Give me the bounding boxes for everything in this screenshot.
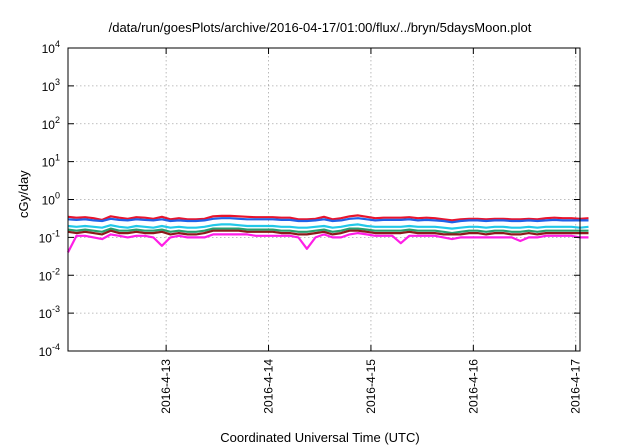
y-tick-base: 10 <box>39 307 53 321</box>
y-tick-label: 100 <box>42 191 60 208</box>
y-tick-exponent: -3 <box>52 304 60 314</box>
y-tick-base: 10 <box>39 269 53 283</box>
series-line-1 <box>67 214 589 222</box>
series-line-4 <box>67 227 589 235</box>
y-tick-exponent: 1 <box>55 153 60 163</box>
y-tick-exponent: -2 <box>52 266 60 276</box>
chart-title: /data/run/goesPlots/archive/2016-04-17/0… <box>108 20 532 35</box>
y-tick-base: 10 <box>39 345 53 359</box>
grid-lines <box>68 48 580 351</box>
series-line-2 <box>67 217 589 224</box>
y-tick-base: 10 <box>42 194 56 208</box>
y-tick-label: 104 <box>42 39 60 56</box>
y-tick-exponent: -1 <box>52 228 60 238</box>
x-tick-label: 2016-4-14 <box>262 359 276 414</box>
y-tick-exponent: 2 <box>55 115 60 125</box>
x-tick-label: 2016-4-15 <box>364 359 378 414</box>
y-tick-exponent: -4 <box>52 342 60 352</box>
y-tick-base: 10 <box>42 156 56 170</box>
y-axis-label: cGy/day <box>16 170 31 218</box>
x-axis-label: Coordinated Universal Time (UTC) <box>220 430 420 445</box>
y-tick-base: 10 <box>42 42 56 56</box>
y-tick-base: 10 <box>42 118 56 132</box>
series-line-3 <box>67 223 589 230</box>
y-tick-base: 10 <box>42 80 56 94</box>
x-tick-label: 2016-4-13 <box>159 359 173 414</box>
x-tick-label: 2016-4-16 <box>466 359 480 414</box>
y-tick-exponent: 3 <box>55 77 60 87</box>
axis-ticks: 10-410-310-210-11001011021031042016-4-13… <box>39 39 583 414</box>
series-lines <box>67 214 589 253</box>
series-line-6 <box>67 232 589 253</box>
y-tick-exponent: 0 <box>55 191 60 201</box>
y-tick-label: 102 <box>42 115 60 132</box>
y-tick-label: 10-3 <box>39 304 60 321</box>
y-tick-label: 10-4 <box>39 342 60 359</box>
y-tick-label: 10-1 <box>39 228 60 245</box>
y-tick-label: 103 <box>42 77 60 94</box>
y-tick-base: 10 <box>39 231 53 245</box>
x-tick-label: 2016-4-17 <box>569 359 583 414</box>
y-tick-exponent: 4 <box>55 39 60 49</box>
y-tick-label: 10-2 <box>39 266 60 283</box>
series-line-5 <box>67 229 589 236</box>
y-tick-label: 101 <box>42 153 60 170</box>
